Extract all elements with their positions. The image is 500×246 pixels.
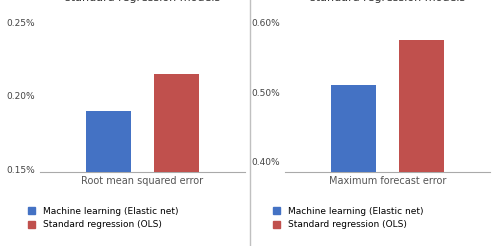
Bar [154, 74, 200, 246]
Bar [330, 85, 376, 246]
Title: Out-of-sample maximum
forecast error comparison (Q1
2012- Q2 2017) between
machi: Out-of-sample maximum forecast error com… [304, 0, 472, 3]
X-axis label: Maximum forecast error: Maximum forecast error [329, 176, 446, 186]
X-axis label: Root mean squared error: Root mean squared error [82, 176, 204, 186]
Legend: Machine learning (Elastic net), Standard regression (OLS): Machine learning (Elastic net), Standard… [273, 207, 423, 229]
Bar [86, 110, 131, 246]
Title: Out-of-sample root mean
squared error comparison (Q1
2012- Q2 2017) between
mach: Out-of-sample root mean squared error co… [58, 0, 226, 3]
Bar [399, 40, 444, 246]
Legend: Machine learning (Elastic net), Standard regression (OLS): Machine learning (Elastic net), Standard… [28, 207, 178, 229]
